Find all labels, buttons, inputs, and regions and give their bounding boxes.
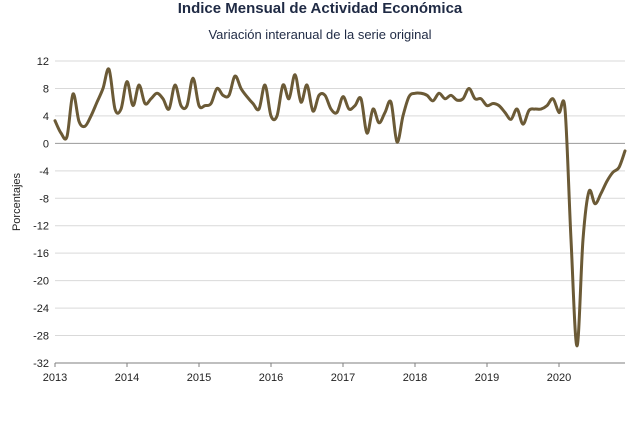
plot-area xyxy=(53,67,627,348)
x-tick-label: 2015 xyxy=(187,372,211,384)
gridlines xyxy=(55,60,625,364)
y-tick-label: -16 xyxy=(33,248,49,260)
chart-title: Indice Mensual de Actividad Económica xyxy=(177,0,463,17)
y-tick-label: 8 xyxy=(43,83,49,95)
x-tick-label: 2014 xyxy=(115,372,139,384)
y-tick-label: -8 xyxy=(39,193,49,205)
x-tick-label: 2017 xyxy=(331,372,355,384)
y-axis-label: Porcentajes xyxy=(11,172,23,231)
y-tick-label: -24 xyxy=(33,303,49,315)
y-tick-label: -12 xyxy=(33,221,49,233)
x-tick-label: 2018 xyxy=(403,372,427,384)
y-tick-label: 4 xyxy=(43,111,49,123)
y-tick-label: 12 xyxy=(37,56,49,68)
x-axis-ticks: 2013 2014 2015 2016 2017 2018 2019 2020 xyxy=(43,362,625,384)
y-tick-label: -20 xyxy=(33,276,49,288)
x-tick-label: 2013 xyxy=(43,372,67,384)
series-line xyxy=(53,67,627,348)
y-tick-label: -4 xyxy=(39,166,49,178)
x-tick-label: 2019 xyxy=(475,372,499,384)
y-tick-label: 0 xyxy=(43,138,49,150)
y-axis-ticks: 12 8 4 0 -4 -8 -12 -16 -20 -24 -28 -32 xyxy=(33,56,49,370)
x-tick-label: 2016 xyxy=(259,372,283,384)
y-tick-label: -28 xyxy=(33,331,49,343)
chart-subtitle: Variación interanual de la serie origina… xyxy=(208,27,432,42)
x-tick-label: 2020 xyxy=(547,372,571,384)
y-tick-label: -32 xyxy=(33,358,49,370)
